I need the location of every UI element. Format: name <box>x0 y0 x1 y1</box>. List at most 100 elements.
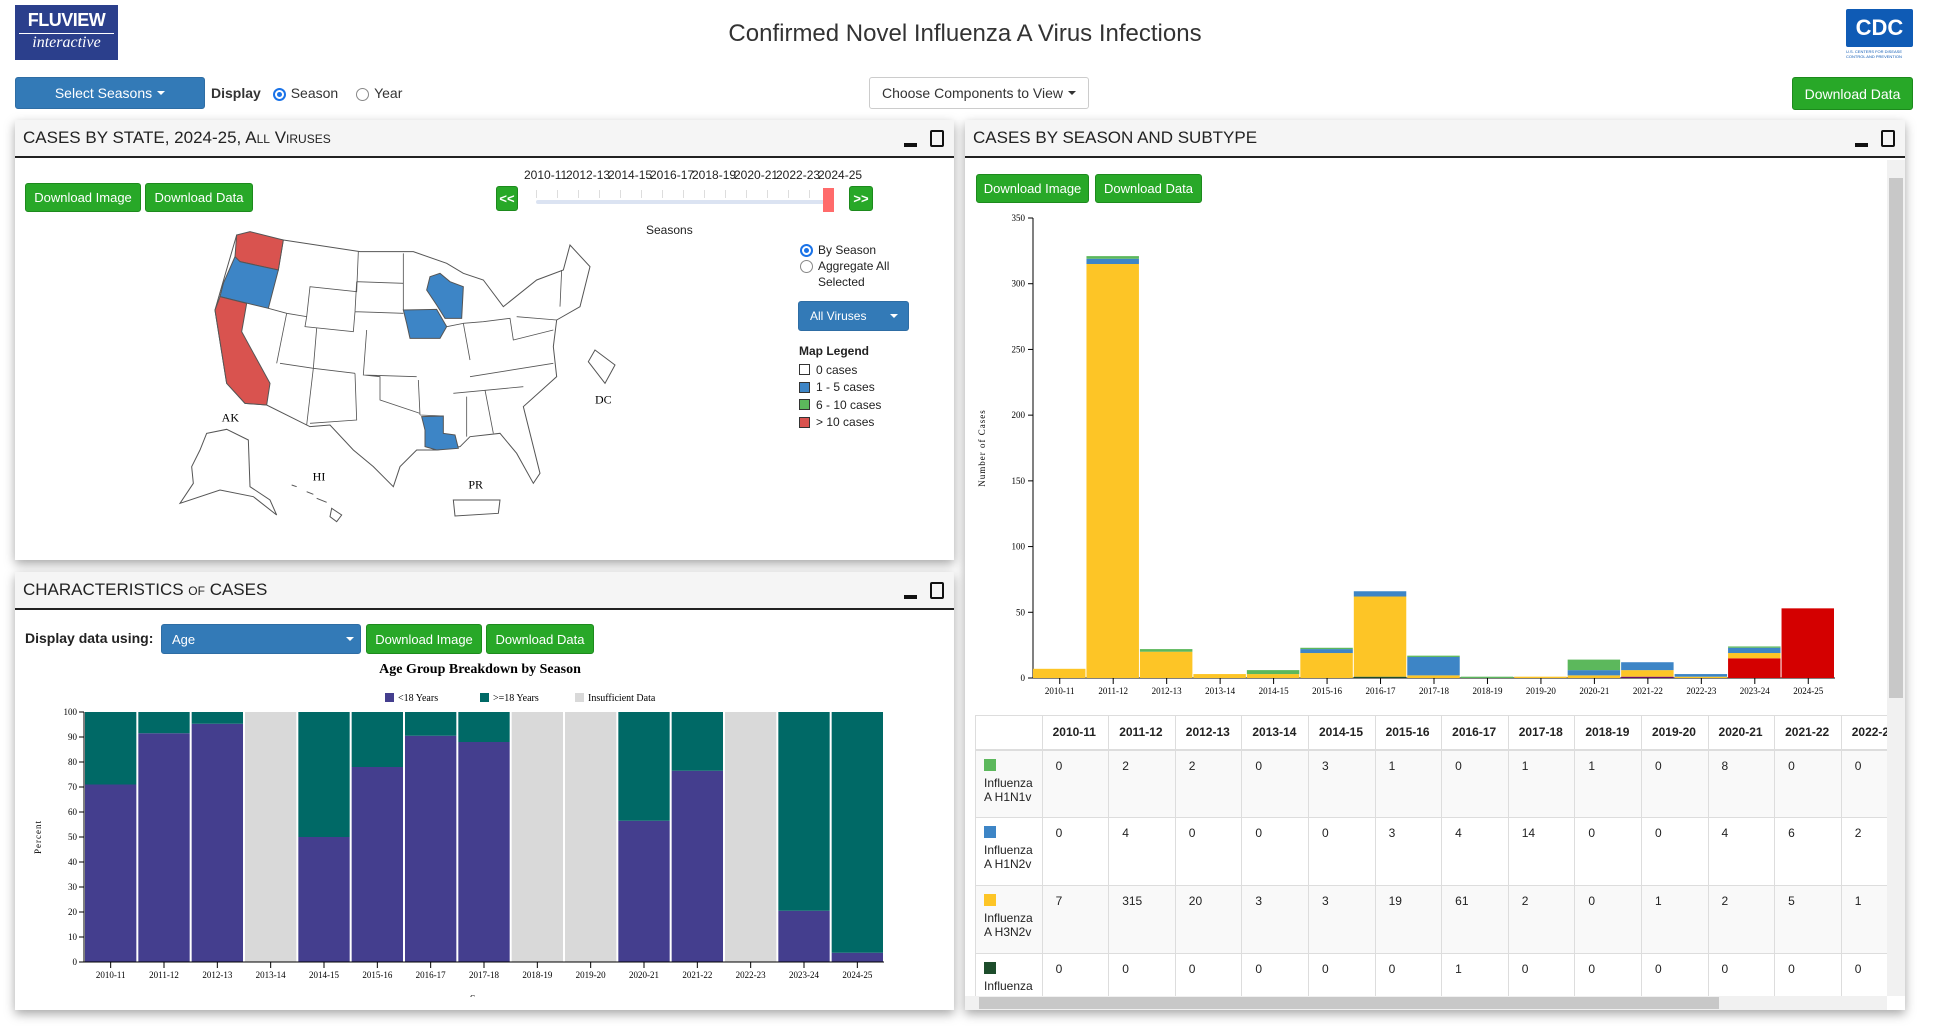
bar-segment[interactable] <box>1353 676 1407 678</box>
bar-segment[interactable] <box>298 837 350 962</box>
aggregate-radio[interactable]: Aggregate All Selected <box>800 258 898 290</box>
bar-segment[interactable] <box>1033 668 1086 678</box>
bar-segment[interactable] <box>1407 675 1460 678</box>
bar-segment[interactable] <box>1193 674 1246 678</box>
bar-segment[interactable] <box>1246 670 1300 675</box>
column-header[interactable]: 2021-22 <box>1774 715 1842 751</box>
bar-segment[interactable] <box>1407 656 1460 676</box>
bar-segment[interactable] <box>1086 256 1139 259</box>
bar-segment[interactable] <box>1407 655 1460 657</box>
bar-segment[interactable] <box>1621 670 1674 677</box>
bar-segment[interactable] <box>458 742 510 962</box>
bar-segment[interactable] <box>1086 264 1139 678</box>
bar-segment[interactable] <box>458 712 510 742</box>
bar-segment[interactable] <box>138 712 190 734</box>
slider-prev-button[interactable]: << <box>496 186 518 211</box>
bar-segment[interactable] <box>671 712 723 771</box>
bar-segment[interactable] <box>1086 258 1139 264</box>
bar-segment[interactable] <box>1300 649 1353 654</box>
bar-segment[interactable] <box>1728 658 1781 678</box>
cdc-logo[interactable]: CDC U.S. CENTERS FOR DISEASE CONTROL AND… <box>1846 9 1913 61</box>
select-seasons-button[interactable]: Select Seasons <box>15 77 205 109</box>
display-season-radio[interactable]: Season <box>272 85 338 101</box>
choose-components-button[interactable]: Choose Components to View <box>869 77 1089 109</box>
bar-segment[interactable] <box>1300 653 1353 678</box>
bar-segment[interactable] <box>565 712 617 962</box>
bar-segment[interactable] <box>1139 651 1193 678</box>
horizontal-scrollbar[interactable] <box>965 996 1887 1010</box>
download-image-button[interactable]: Download Image <box>366 624 482 654</box>
download-data-button[interactable]: Download Data <box>1095 174 1202 203</box>
column-header[interactable]: 2018-19 <box>1574 715 1642 751</box>
bar-segment[interactable] <box>1353 591 1407 597</box>
download-data-button[interactable]: Download Data <box>486 624 594 654</box>
scrollbar-thumb[interactable] <box>979 997 1719 1009</box>
bar-segment[interactable] <box>405 735 457 962</box>
bar-segment[interactable] <box>298 712 350 837</box>
bar-segment[interactable] <box>405 712 457 736</box>
bar-segment[interactable] <box>831 712 883 953</box>
bar-segment[interactable] <box>1674 674 1728 677</box>
download-image-button[interactable]: Download Image <box>25 183 141 212</box>
bar-segment[interactable] <box>1460 676 1514 678</box>
column-header[interactable]: 2015-16 <box>1374 715 1443 751</box>
minimize-button[interactable] <box>904 130 920 148</box>
column-header[interactable]: 2011-12 <box>1108 715 1176 751</box>
bar-segment[interactable] <box>618 820 670 962</box>
column-header[interactable]: 2013-14 <box>1241 715 1309 751</box>
bar-segment[interactable] <box>191 723 243 962</box>
column-header[interactable]: 2019-20 <box>1640 715 1709 751</box>
bar-segment[interactable] <box>618 712 670 821</box>
virus-select[interactable]: All Viruses <box>798 301 909 331</box>
maximize-button[interactable] <box>1881 130 1897 148</box>
bar-segment[interactable] <box>1674 676 1728 678</box>
bar-segment[interactable] <box>778 712 830 911</box>
bar-segment[interactable] <box>1621 676 1674 678</box>
bar-segment[interactable] <box>1246 674 1300 678</box>
download-data-button[interactable]: Download Data <box>145 183 253 212</box>
bar-segment[interactable] <box>1728 653 1781 659</box>
bar-segment[interactable] <box>191 712 243 724</box>
column-header[interactable]: 2022-23 <box>1840 715 1887 751</box>
download-data-button[interactable]: Download Data <box>1792 77 1913 110</box>
display-using-select[interactable]: Age <box>161 624 361 654</box>
bar-segment[interactable] <box>1621 662 1674 671</box>
vertical-scrollbar[interactable] <box>1887 160 1905 996</box>
bar-segment[interactable] <box>511 712 563 962</box>
bar-segment[interactable] <box>351 712 403 767</box>
column-header[interactable]: 2014-15 <box>1307 715 1376 751</box>
bar-segment[interactable] <box>1781 608 1834 678</box>
bar-segment[interactable] <box>138 733 190 962</box>
column-header[interactable]: 2020-21 <box>1707 715 1776 751</box>
column-header[interactable]: 2016-17 <box>1441 715 1509 751</box>
bar-segment[interactable] <box>1139 649 1193 652</box>
maximize-button[interactable] <box>930 582 946 600</box>
bar-segment[interactable] <box>1567 670 1621 676</box>
bar-segment[interactable] <box>1300 647 1353 650</box>
minimize-button[interactable] <box>1855 130 1871 148</box>
display-year-radio[interactable]: Year <box>356 85 402 101</box>
bar-segment[interactable] <box>1353 596 1407 677</box>
minimize-button[interactable] <box>904 582 920 600</box>
bar-segment[interactable] <box>85 784 137 963</box>
maximize-button[interactable] <box>930 130 946 148</box>
bar-segment[interactable] <box>351 767 403 962</box>
bar-segment[interactable] <box>1567 675 1621 678</box>
column-header[interactable]: 2017-18 <box>1507 715 1576 751</box>
slider-handle[interactable] <box>823 188 834 212</box>
bar-segment[interactable] <box>1728 646 1781 648</box>
bar-segment[interactable] <box>1567 659 1621 671</box>
bar-segment[interactable] <box>831 952 883 962</box>
fluview-logo[interactable]: FLUVIEW interactive <box>15 5 118 60</box>
bar-segment[interactable] <box>778 910 830 962</box>
slider-track[interactable] <box>536 200 833 204</box>
bar-segment[interactable] <box>1514 676 1567 678</box>
column-header[interactable]: 2012-13 <box>1174 715 1243 751</box>
bar-segment[interactable] <box>85 712 137 785</box>
slider-next-button[interactable]: >> <box>849 186 873 211</box>
bar-segment[interactable] <box>671 770 723 962</box>
by-season-radio[interactable]: By Season <box>800 242 898 258</box>
bar-segment[interactable] <box>725 712 777 962</box>
scrollbar-thumb[interactable] <box>1889 178 1903 698</box>
download-image-button[interactable]: Download Image <box>976 174 1089 203</box>
